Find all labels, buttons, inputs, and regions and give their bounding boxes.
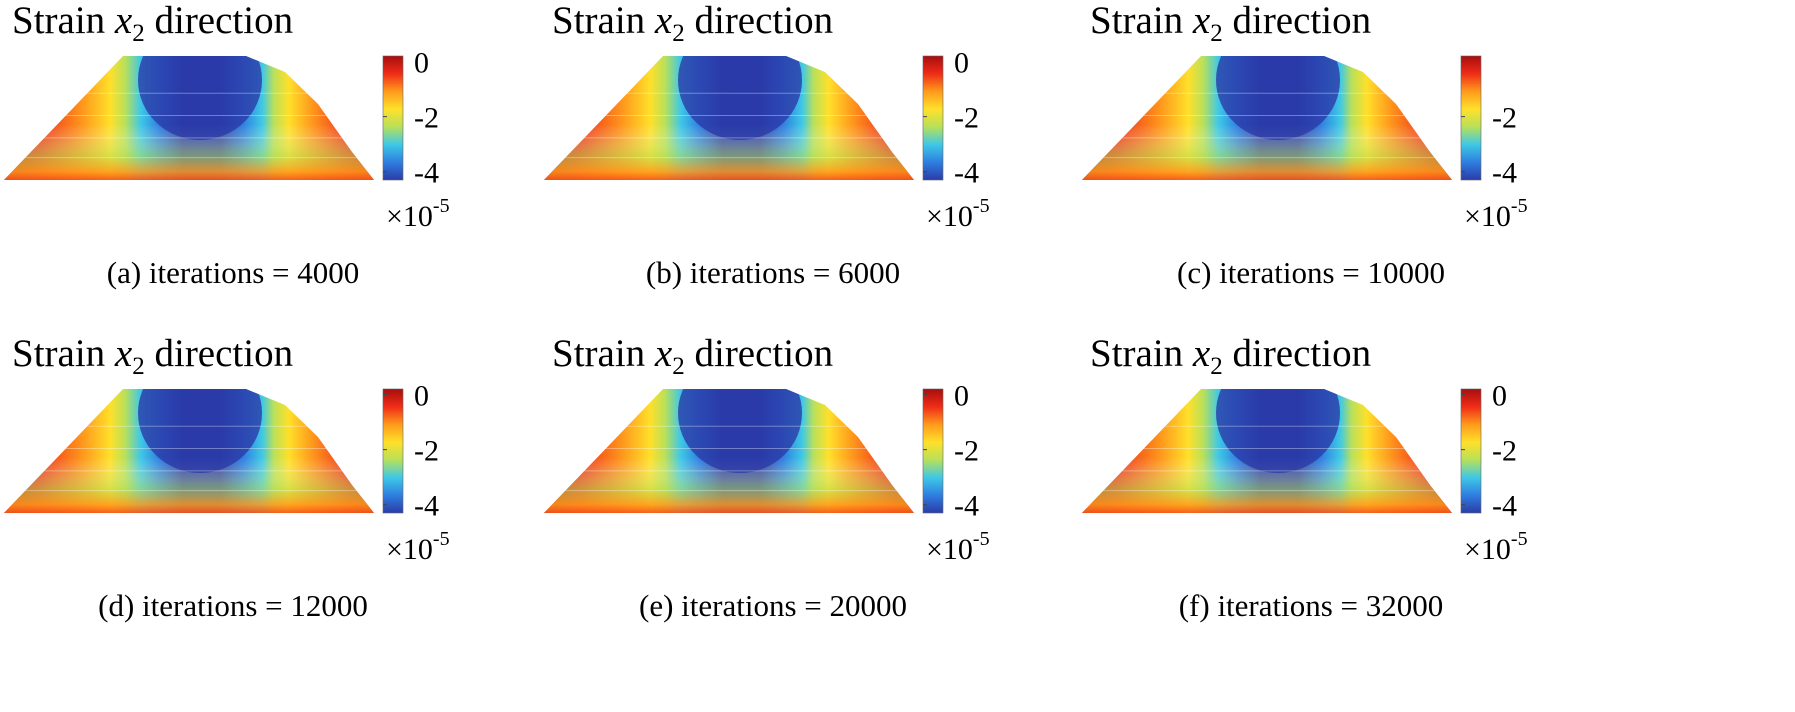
colorbar-tick-label: -2	[414, 102, 439, 135]
panel-e: Strain x2 direction 0 -2 -4 ×10-5 (e) iterati…	[544, 332, 990, 623]
colorbar-scale: ×10-5	[1464, 528, 1528, 566]
colorbar-tick-label: 0	[1492, 380, 1507, 413]
panel-title: Strain x2 direction	[552, 332, 833, 380]
colorbar: 0 -2 -4 ×10-5	[382, 380, 450, 566]
panel-caption: (f) iterations = 32000	[1179, 588, 1444, 623]
colorbar-tick-label: -2	[1492, 102, 1517, 135]
panel-caption: (c) iterations = 10000	[1177, 255, 1445, 290]
colorbar-tick-label: -4	[414, 157, 439, 190]
strain-field	[4, 56, 374, 180]
panel-c: Strain x2 direction -2 -4 ×10-5 (c) iteratio…	[1082, 0, 1528, 290]
panel-f: Strain x2 direction 0 -2 -4 ×10-5 (f) iterati…	[1082, 332, 1528, 623]
colorbar-scale: ×10-5	[926, 195, 990, 233]
colorbar: 0 -2 -4 ×10-5	[922, 47, 990, 233]
colorbar-tick-label: 0	[954, 47, 969, 80]
colorbar-tick-label: 0	[414, 47, 429, 80]
panel-title: Strain x2 direction	[12, 332, 293, 380]
strain-field	[4, 389, 374, 513]
colorbar: -2 -4 ×10-5	[1460, 55, 1528, 233]
colorbar-tick-label: -4	[954, 490, 979, 523]
strain-field	[544, 389, 914, 513]
colorbar: 0 -2 -4 ×10-5	[922, 380, 990, 566]
colorbar-tick-label: -4	[414, 490, 439, 523]
colorbar-tick-label: -2	[954, 102, 979, 135]
panel-title: Strain x2 direction	[12, 0, 293, 47]
colorbar-tick-label: -2	[954, 435, 979, 468]
strain-field	[1082, 56, 1452, 180]
panel-title: Strain x2 direction	[552, 0, 833, 47]
panel-caption: (a) iterations = 4000	[107, 255, 360, 290]
strain-field	[544, 56, 914, 180]
colorbar-tick-label: -2	[414, 435, 439, 468]
panel-d: Strain x2 direction 0 -2 -4 ×10-5 (d) iterati…	[4, 332, 450, 623]
colorbar-scale: ×10-5	[386, 195, 450, 233]
colorbar-tick-label: 0	[954, 380, 969, 413]
panel-title: Strain x2 direction	[1090, 332, 1371, 380]
colorbar: 0 -2 -4 ×10-5	[1460, 380, 1528, 566]
colorbar-tick-label: -2	[1492, 435, 1517, 468]
colorbar: 0 -2 -4 ×10-5	[382, 47, 450, 233]
panel-caption: (d) iterations = 12000	[98, 588, 368, 623]
panel-title: Strain x2 direction	[1090, 0, 1371, 47]
colorbar-scale: ×10-5	[386, 528, 450, 566]
colorbar-scale: ×10-5	[1464, 195, 1528, 233]
panel-caption: (e) iterations = 20000	[639, 588, 907, 623]
panel-caption: (b) iterations = 6000	[646, 255, 900, 290]
colorbar-tick-label: -4	[954, 157, 979, 190]
panel-a: Strain x2 direction 0 -2 -4 ×10-5 (a) iterati…	[4, 0, 450, 290]
colorbar-tick-label: 0	[414, 380, 429, 413]
colorbar-scale: ×10-5	[926, 528, 990, 566]
strain-field	[1082, 389, 1452, 513]
panel-b: Strain x2 direction 0 -2 -4 ×10-5 (b) iterati…	[544, 0, 990, 290]
colorbar-tick-label: -4	[1492, 157, 1517, 190]
colorbar-tick-label: -4	[1492, 490, 1517, 523]
